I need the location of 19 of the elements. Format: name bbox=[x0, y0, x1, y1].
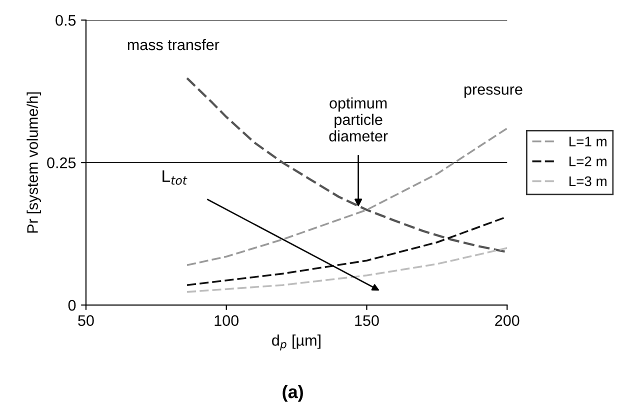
annotation: optimum particle diameter bbox=[329, 97, 388, 142]
text: (a) bbox=[282, 384, 303, 402]
legend-label: L=3 m bbox=[570, 176, 606, 186]
line-series bbox=[186, 247, 508, 293]
x-tick-label: 50 bbox=[78, 315, 94, 326]
y-tick-label: 0.5 bbox=[56, 14, 76, 26]
y-axis-title: Pr [system volume/h] bbox=[26, 92, 41, 233]
legend-label: L=2 m bbox=[570, 156, 606, 166]
annotation: L$_{tot}$ bbox=[162, 170, 188, 185]
x-tick-label: 150 bbox=[355, 315, 379, 326]
y-tick-label: 0.25 bbox=[47, 157, 76, 168]
annotation: pressure bbox=[464, 86, 522, 98]
line-series bbox=[186, 127, 508, 266]
y-tick-label: 0 bbox=[68, 300, 76, 311]
x-axis-title: d$_{p}$ [µm] bbox=[272, 334, 320, 350]
legend-label: L=1 m bbox=[570, 136, 606, 146]
x-tick-label: 100 bbox=[214, 315, 239, 326]
x-tick-label: 200 bbox=[495, 315, 520, 326]
annotation: mass transfer bbox=[128, 38, 220, 50]
